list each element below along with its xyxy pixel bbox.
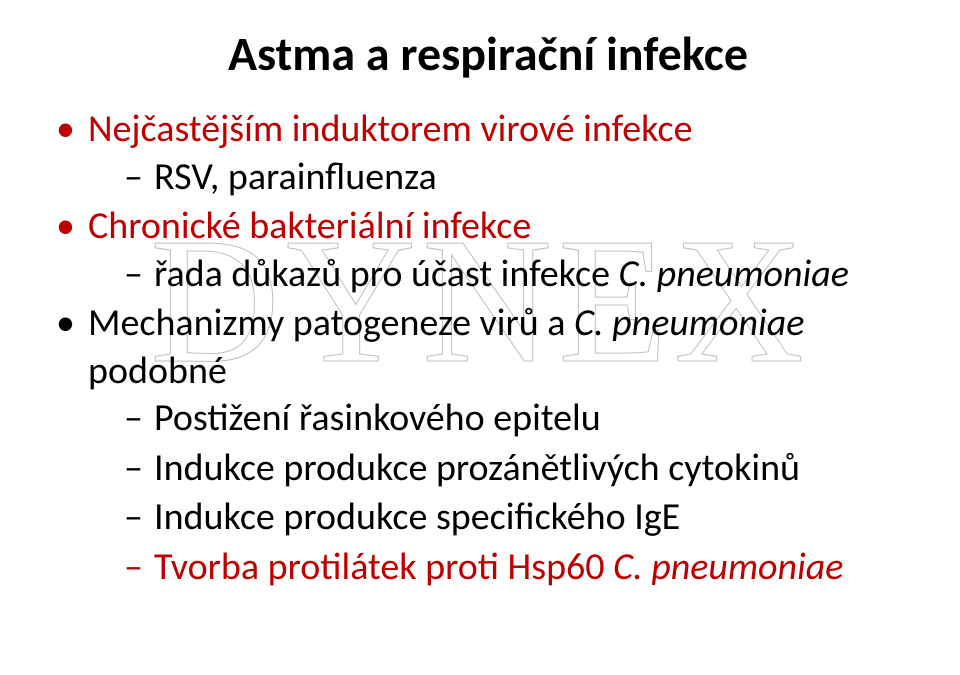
slide: DYNEX Astma a respirační infekce Nejčast… (0, 0, 960, 675)
title-text: Astma a respirační infekce (228, 24, 748, 83)
bullet-list: Nejčastějším induktorem virové infekce R… (56, 106, 920, 591)
bullet-3-part0: Mechanizmy patogeneze virů a (88, 300, 574, 346)
bullet-3-4-part0: Tvorba protilátek proti Hsp60 (154, 544, 613, 590)
slide-title: Astma a respirační infekce (56, 24, 920, 84)
bullet-3-part1: C. pneumoniae (574, 300, 804, 346)
bullet-3-part2: podobné (88, 348, 227, 394)
bullet-1-1-text: RSV, parainfluenza (154, 154, 437, 200)
bullet-2: Chronické bakteriální infekce řada důkaz… (56, 203, 920, 298)
bullet-3-2-text: Indukce produkce prozánětlivých cytokinů (154, 445, 800, 491)
bullet-3-4: Tvorba protilátek proti Hsp60 C. pneumon… (124, 544, 920, 592)
bullet-1-1: RSV, parainfluenza (124, 154, 920, 202)
bullet-3-1-text: Postižení řasinkového epitelu (154, 395, 601, 441)
bullet-3-3-text: Indukce produkce specifického IgE (154, 494, 680, 540)
bullet-2-text: Chronické bakteriální infekce (88, 203, 531, 249)
bullet-2-1-part0: řada důkazů pro účast infekce (154, 251, 619, 297)
bullet-2-1-part1: C. pneumoniae (619, 251, 849, 297)
bullet-3-3: Indukce produkce specifického IgE (124, 494, 920, 542)
bullet-3: Mechanizmy patogeneze virů a C. pneumoni… (56, 300, 920, 591)
bullet-3-4-part1: C. pneumoniae (613, 544, 843, 590)
bullet-1: Nejčastějším induktorem virové infekce R… (56, 106, 920, 201)
bullet-1-text: Nejčastějším induktorem virové infekce (88, 106, 693, 152)
bullet-2-1: řada důkazů pro účast infekce C. pneumon… (124, 251, 920, 299)
bullet-3-1: Postižení řasinkového epitelu (124, 395, 920, 443)
bullet-3-2: Indukce produkce prozánětlivých cytokinů (124, 445, 920, 493)
